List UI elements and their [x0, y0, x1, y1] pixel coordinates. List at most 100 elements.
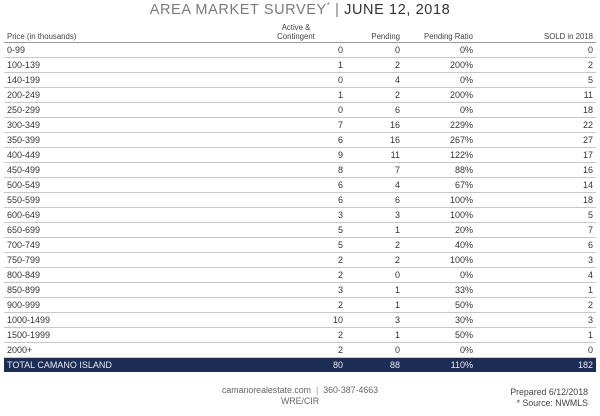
cell-pending-ratio: 50% [403, 297, 476, 313]
table-row: 500-549 6 4 67% 14 [4, 177, 596, 193]
table-row: 800-849 2 0 0% 4 [4, 267, 596, 283]
cell-active-contingent: 1 [246, 57, 346, 73]
cell-pending-ratio: 20% [403, 222, 476, 238]
cell-sold: 18 [476, 102, 596, 118]
cell-active-contingent: 0 [246, 42, 346, 58]
cell-sold: 6 [476, 237, 596, 253]
footer-phone: 360-387-4663 [323, 385, 379, 395]
cell-active-contingent: 6 [246, 132, 346, 148]
cell-pending: 1 [346, 282, 403, 298]
table-row: 300-349 7 16 229% 22 [4, 117, 596, 133]
column-header-active-contingent: Active & Contingent [246, 21, 346, 43]
cell-price: 350-399 [4, 132, 246, 148]
footer-contact-line: camanorealestate.com | 360-387-4663 [150, 385, 450, 396]
cell-price: 1500-1999 [4, 327, 246, 343]
cell-sold: 5 [476, 72, 596, 88]
cell-sold: 0 [476, 342, 596, 358]
cell-active-contingent: 6 [246, 177, 346, 193]
cell-active-contingent: 6 [246, 192, 346, 208]
column-header-sold: SOLD in 2018 [476, 21, 596, 43]
cell-pending: 0 [346, 42, 403, 58]
table-row: 2000+ 2 0 0% 0 [4, 342, 596, 358]
cell-sold: 11 [476, 87, 596, 103]
cell-pending-ratio: 100% [403, 207, 476, 223]
cell-pending: 1 [346, 222, 403, 238]
table-row: 0-99 0 0 0% 0 [4, 42, 596, 58]
table-row: 850-899 3 1 33% 1 [4, 282, 596, 298]
cell-pending: 6 [346, 102, 403, 118]
column-header-pending-ratio: Pending Ratio [403, 21, 476, 43]
cell-price: TOTAL CAMANO ISLAND [4, 357, 246, 372]
cell-price: 550-599 [4, 192, 246, 208]
table-header-row: Price (in thousands) Active & Contingent … [4, 21, 596, 43]
cell-active-contingent: 2 [246, 297, 346, 313]
cell-active-contingent: 8 [246, 162, 346, 178]
cell-price: 650-699 [4, 222, 246, 238]
cell-sold: 182 [476, 357, 596, 372]
cell-sold: 3 [476, 312, 596, 328]
cell-price: 140-199 [4, 72, 246, 88]
table-row: 1000-1499 10 3 30% 3 [4, 312, 596, 328]
cell-pending-ratio: 229% [403, 117, 476, 133]
table-row: 1500-1999 2 1 50% 1 [4, 327, 596, 343]
cell-sold: 5 [476, 207, 596, 223]
cell-price: 900-999 [4, 297, 246, 313]
cell-sold: 2 [476, 57, 596, 73]
cell-price: 750-799 [4, 252, 246, 268]
cell-price: 100-139 [4, 57, 246, 73]
cell-sold: 1 [476, 282, 596, 298]
total-row: TOTAL CAMANO ISLAND 80 88 110% 182 [4, 357, 596, 372]
cell-pending: 2 [346, 252, 403, 268]
cell-pending-ratio: 267% [403, 132, 476, 148]
table-row: 750-799 2 2 100% 3 [4, 252, 596, 268]
cell-active-contingent: 10 [246, 312, 346, 328]
cell-active-contingent: 5 [246, 222, 346, 238]
cell-pending-ratio: 0% [403, 267, 476, 283]
cell-pending-ratio: 40% [403, 237, 476, 253]
cell-pending-ratio: 200% [403, 57, 476, 73]
cell-pending: 2 [346, 87, 403, 103]
cell-pending: 1 [346, 297, 403, 313]
table-row: 650-699 5 1 20% 7 [4, 222, 596, 238]
cell-pending-ratio: 0% [403, 42, 476, 58]
cell-price: 300-349 [4, 117, 246, 133]
column-header-active-line2: Contingent [277, 32, 315, 41]
page-title: AREA MARKET SURVEY* | JUNE 12, 2018 [0, 1, 600, 18]
cell-pending-ratio: 67% [403, 177, 476, 193]
cell-active-contingent: 2 [246, 267, 346, 283]
cell-pending: 16 [346, 117, 403, 133]
cell-sold: 27 [476, 132, 596, 148]
cell-pending: 2 [346, 237, 403, 253]
cell-pending-ratio: 100% [403, 252, 476, 268]
cell-pending-ratio: 0% [403, 102, 476, 118]
table-row: 100-139 1 2 200% 2 [4, 57, 596, 73]
cell-price: 450-499 [4, 162, 246, 178]
table-body: 0-99 0 0 0% 0 100-139 1 2 200% 2 140-199 0 4 0% 5 200-2… [4, 42, 596, 372]
cell-pending: 7 [346, 162, 403, 178]
cell-pending: 1 [346, 327, 403, 343]
cell-active-contingent: 2 [246, 252, 346, 268]
cell-sold: 7 [476, 222, 596, 238]
cell-active-contingent: 2 [246, 342, 346, 358]
cell-pending-ratio: 110% [403, 357, 476, 372]
cell-active-contingent: 7 [246, 117, 346, 133]
cell-sold: 17 [476, 147, 596, 163]
table-row: 250-299 0 6 0% 18 [4, 102, 596, 118]
table-row: 900-999 2 1 50% 2 [4, 297, 596, 313]
cell-active-contingent: 80 [246, 357, 346, 372]
cell-pending-ratio: 122% [403, 147, 476, 163]
cell-sold: 16 [476, 162, 596, 178]
table-row: 400-449 9 11 122% 17 [4, 147, 596, 163]
cell-price: 850-899 [4, 282, 246, 298]
table-row: 350-399 6 16 267% 27 [4, 132, 596, 148]
title-footnote-mark: * [326, 1, 331, 10]
column-header-pending: Pending [346, 21, 403, 43]
cell-pending: 0 [346, 267, 403, 283]
cell-pending: 16 [346, 132, 403, 148]
cell-pending: 6 [346, 192, 403, 208]
footer-contact: camanorealestate.com | 360-387-4663 WRE/CI… [150, 385, 450, 407]
market-survey-table: Price (in thousands) Active & Contingent … [4, 21, 596, 372]
cell-active-contingent: 0 [246, 102, 346, 118]
footer-prepared-date: Prepared 6/12/2018 [510, 387, 588, 397]
cell-price: 250-299 [4, 102, 246, 118]
